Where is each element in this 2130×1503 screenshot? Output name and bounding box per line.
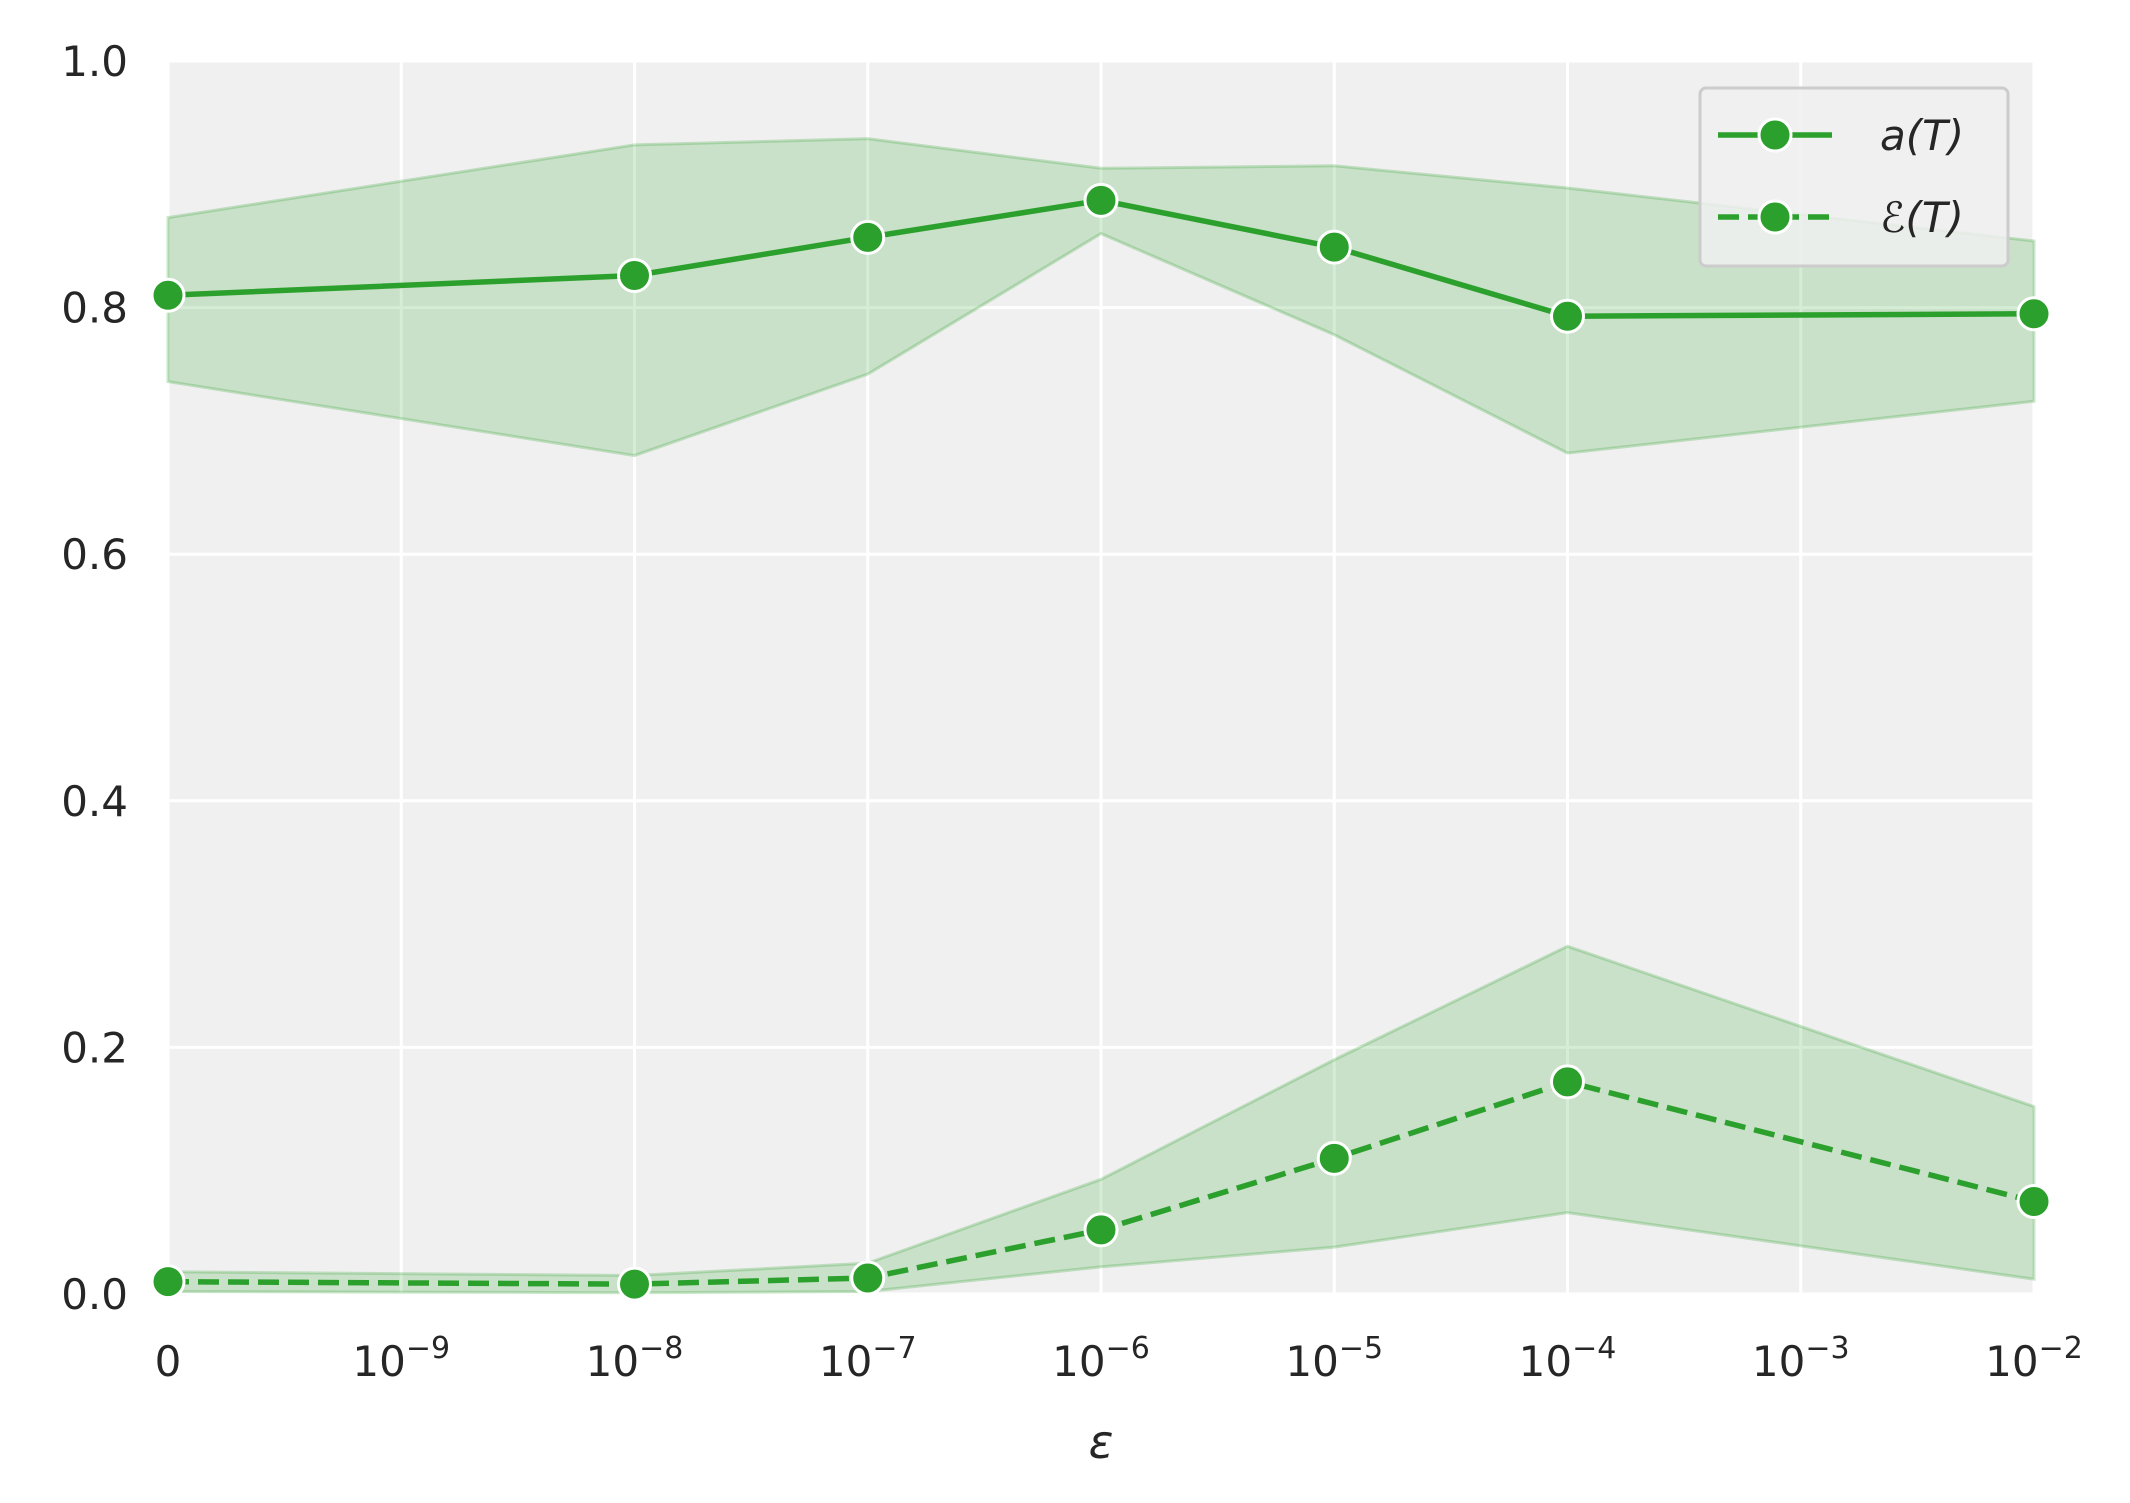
y-tick-label: 0.2 — [61, 1023, 128, 1072]
x-tick-label: 10−5 — [1285, 1331, 1383, 1386]
data-point — [1550, 1064, 1585, 1100]
data-point — [617, 258, 652, 294]
x-tick-labels: 0 10−9 10−8 10−7 10−6 10−5 10−4 10−3 10−2 — [155, 1331, 2083, 1386]
data-point — [2016, 296, 2052, 332]
data-point — [617, 1266, 652, 1302]
legend-marker — [1757, 117, 1793, 153]
legend-label: a(T) — [1880, 111, 1964, 160]
data-point — [150, 1264, 186, 1300]
y-tick-label: 1.0 — [61, 37, 128, 86]
x-tick-label: 10−3 — [1752, 1331, 1850, 1386]
data-point — [150, 277, 186, 313]
y-tick-label: 0.6 — [61, 530, 128, 579]
x-tick-label: 10−8 — [586, 1331, 684, 1386]
data-point — [2016, 1184, 2052, 1220]
y-tick-label: 0.4 — [61, 777, 128, 826]
y-tick-label: 0.8 — [61, 284, 128, 333]
x-tick-label: 10−9 — [352, 1331, 450, 1386]
data-point — [1550, 298, 1585, 334]
data-point — [1083, 182, 1119, 218]
confidence-band — [166, 944, 2036, 1295]
data-point — [850, 1260, 886, 1296]
data-point — [1316, 229, 1352, 265]
legend: a(T) ℰ(T) — [1698, 86, 2010, 268]
series-markers — [150, 182, 2052, 1302]
y-tick-labels: 0.0 0.2 0.4 0.6 0.8 1.0 — [61, 37, 128, 1319]
confidence-bands — [166, 137, 2036, 1295]
data-point — [1316, 1140, 1352, 1176]
x-tick-label: 10−4 — [1519, 1331, 1617, 1386]
x-tick-label: 0 — [155, 1337, 182, 1386]
data-point — [1083, 1212, 1119, 1248]
x-tick-label: 10−7 — [819, 1331, 917, 1386]
data-point — [850, 219, 886, 255]
x-tick-label: 10−6 — [1052, 1331, 1150, 1386]
confidence-band — [166, 137, 2036, 458]
legend-marker — [1757, 199, 1793, 235]
y-tick-label: 0.0 — [61, 1270, 128, 1319]
x-axis-label: ε — [1089, 1415, 1114, 1469]
x-tick-label: 10−2 — [1985, 1331, 2083, 1386]
legend-label: ℰ(T) — [1880, 193, 1964, 242]
